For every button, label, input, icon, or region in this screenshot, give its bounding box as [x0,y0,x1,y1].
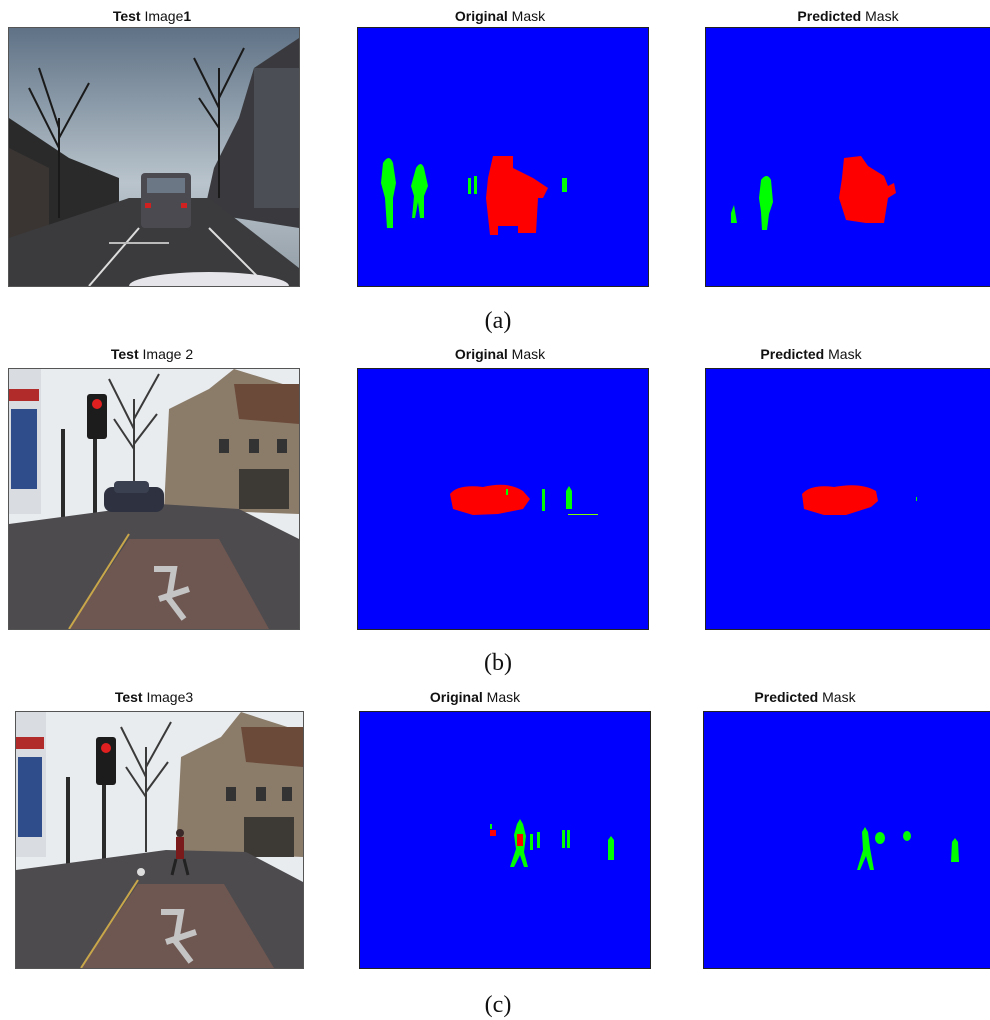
title-suffix: 1 [183,8,192,24]
title-suffix: 3 [185,689,194,705]
title-bold: Test [114,689,143,705]
row-b-test-image-title: Test Image 2 [111,346,193,362]
title-rest: Mask [486,689,521,705]
test-image-2 [8,368,300,630]
title-rest: Mask [822,689,856,705]
title-bold: Predicted [760,346,825,362]
predicted-mask-1 [705,27,990,287]
title-rest: Image [146,689,186,705]
title-rest: Image [144,8,184,24]
caption-c: (c) [484,992,512,1018]
caption-b: (b) [484,650,512,676]
row-b-predicted-mask-title: Predicted Mask [760,346,861,362]
title-bold: Test [112,8,141,24]
original-mask-3 [359,711,651,969]
test-image-3 [15,711,304,969]
row-b-original-mask-title: Original Mask [455,346,545,362]
caption-a: (a) [484,308,512,334]
title-bold: Original [429,689,483,705]
title-rest: Mask [828,346,862,362]
row-a-predicted-mask-title: Predicted Mask [797,8,898,24]
row-c-original-mask-title: Original Mask [430,689,520,705]
original-mask-1 [357,27,649,287]
title-bold: Predicted [797,8,862,24]
title-suffix: 2 [185,346,194,362]
title-rest: Image [142,346,182,362]
row-a-test-image-title: Test Image1 [113,8,191,24]
row-a-original-mask-title: Original Mask [455,8,545,24]
title-rest: Mask [511,8,546,24]
predicted-mask-2 [705,368,990,630]
title-rest: Mask [511,346,546,362]
original-mask-2 [357,368,649,630]
row-c-predicted-mask-title: Predicted Mask [754,689,855,705]
title-bold: Predicted [754,689,819,705]
test-image-1 [8,27,300,287]
predicted-mask-3 [703,711,990,969]
row-c-test-image-title: Test Image3 [115,689,193,705]
title-bold: Test [110,346,139,362]
title-bold: Original [454,8,508,24]
title-bold: Original [454,346,508,362]
title-rest: Mask [865,8,899,24]
